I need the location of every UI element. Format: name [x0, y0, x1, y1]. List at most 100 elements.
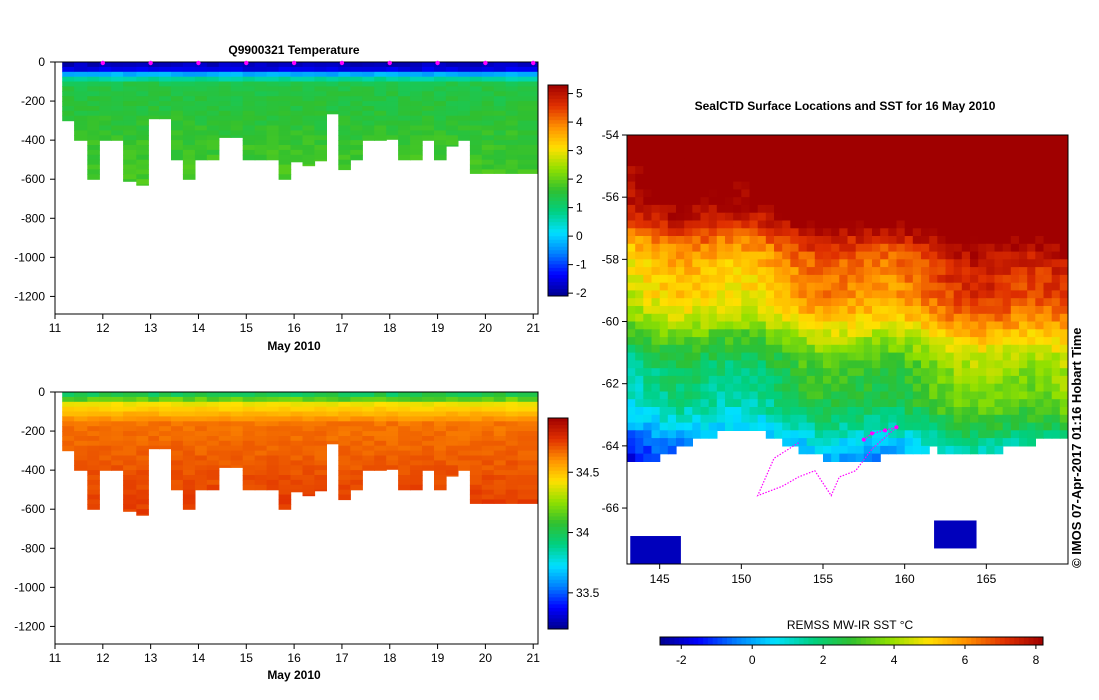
sst-cell [757, 422, 767, 431]
sst-cell [904, 220, 914, 229]
sst-cell [831, 430, 840, 439]
section-cell [123, 71, 137, 78]
section-cell [505, 86, 519, 92]
sst-colorbar-label: REMSS MW-IR SST °C [787, 618, 914, 632]
sst-cell [1002, 181, 1012, 190]
section-cell [171, 86, 184, 92]
section-cell [99, 426, 112, 432]
section-cell [62, 81, 75, 87]
sst-cell [798, 259, 808, 268]
section-cell [194, 101, 208, 107]
section-cell [74, 62, 88, 68]
sst-cell [692, 243, 702, 253]
profile-marker [531, 60, 536, 66]
sst-cell [659, 228, 669, 237]
section-cell [99, 96, 112, 102]
section-cell [159, 401, 172, 408]
section-cell [218, 416, 232, 422]
sst-cell [741, 321, 751, 330]
section-cell [123, 450, 137, 457]
sst-cell [839, 181, 849, 190]
section-cell [410, 479, 423, 486]
sst-cell [953, 306, 963, 315]
section-cell [445, 416, 459, 422]
section-cell [171, 484, 184, 491]
sst-cell [627, 135, 636, 144]
section-cell [111, 406, 124, 413]
section-cell [481, 149, 495, 156]
section-cell [148, 445, 160, 450]
sst-colorbar-segment [999, 637, 1006, 645]
sst-cell [863, 212, 873, 222]
sst-cell [929, 251, 938, 260]
section-cell [410, 440, 423, 447]
sst-cell [643, 220, 653, 229]
sst-cell [733, 173, 742, 183]
section-cell [374, 115, 387, 122]
sst-cell [1043, 251, 1053, 260]
section-cell [386, 440, 399, 447]
sst-cell [863, 337, 873, 346]
sst-cell [774, 189, 783, 198]
sst-cell [1035, 337, 1045, 346]
sst-cell [635, 173, 644, 183]
section-cell [386, 392, 399, 398]
section-cell [74, 450, 88, 457]
sst-cell [798, 173, 808, 183]
section-cell [254, 140, 268, 146]
sst-colorbar-segment [741, 637, 747, 645]
sst-cell [806, 189, 816, 198]
section-cell [194, 450, 208, 457]
section-cell [445, 401, 459, 408]
section-cell [266, 416, 280, 422]
sst-cell [757, 243, 767, 253]
sst-cell [1019, 259, 1028, 268]
sst-cell [896, 438, 906, 447]
colorbar-segment [548, 106, 568, 111]
section-cell [314, 71, 327, 78]
sst-cell [1051, 189, 1061, 198]
section-cell [87, 62, 100, 68]
section-cell [386, 125, 399, 131]
section-cell [434, 140, 447, 146]
sst-cell [1059, 142, 1068, 152]
section-cell [481, 154, 495, 161]
sst-cell [863, 220, 873, 229]
sst-cell [1035, 422, 1045, 431]
section-cell [123, 431, 137, 437]
sst-cell [643, 375, 653, 385]
sst-cell [978, 135, 987, 144]
sst-cell [823, 430, 832, 439]
section-cell [302, 76, 316, 83]
sst-cell [839, 150, 849, 159]
sst-cell [970, 259, 979, 268]
sst-cell [643, 391, 653, 400]
sst-cell [725, 360, 734, 369]
section-cell [194, 106, 208, 112]
sst-cell [741, 236, 751, 245]
sst-cell [643, 212, 653, 222]
sst-cell [725, 274, 734, 284]
section-cell [182, 81, 196, 87]
sst-cell [692, 236, 702, 245]
sst-cell [945, 368, 955, 377]
sst-cell [961, 321, 971, 330]
sst-cell [684, 383, 693, 393]
colorbar-segment [548, 600, 568, 605]
sst-colorbar-segment [1014, 637, 1020, 645]
sst-colorbar-segment [846, 637, 852, 645]
sst-cell [912, 298, 922, 307]
section-cell [171, 406, 184, 413]
section-cell [171, 475, 184, 481]
sst-cell [700, 337, 710, 346]
section-cell [434, 71, 447, 78]
sst-cell [872, 298, 881, 307]
sst-cell [733, 243, 742, 253]
section-cell [148, 86, 160, 92]
sst-cell [725, 282, 734, 292]
sst-cell [872, 313, 881, 323]
sst-cell [667, 236, 677, 245]
section-cell [87, 125, 100, 131]
section-cell [136, 110, 149, 117]
sst-cell [749, 422, 759, 431]
